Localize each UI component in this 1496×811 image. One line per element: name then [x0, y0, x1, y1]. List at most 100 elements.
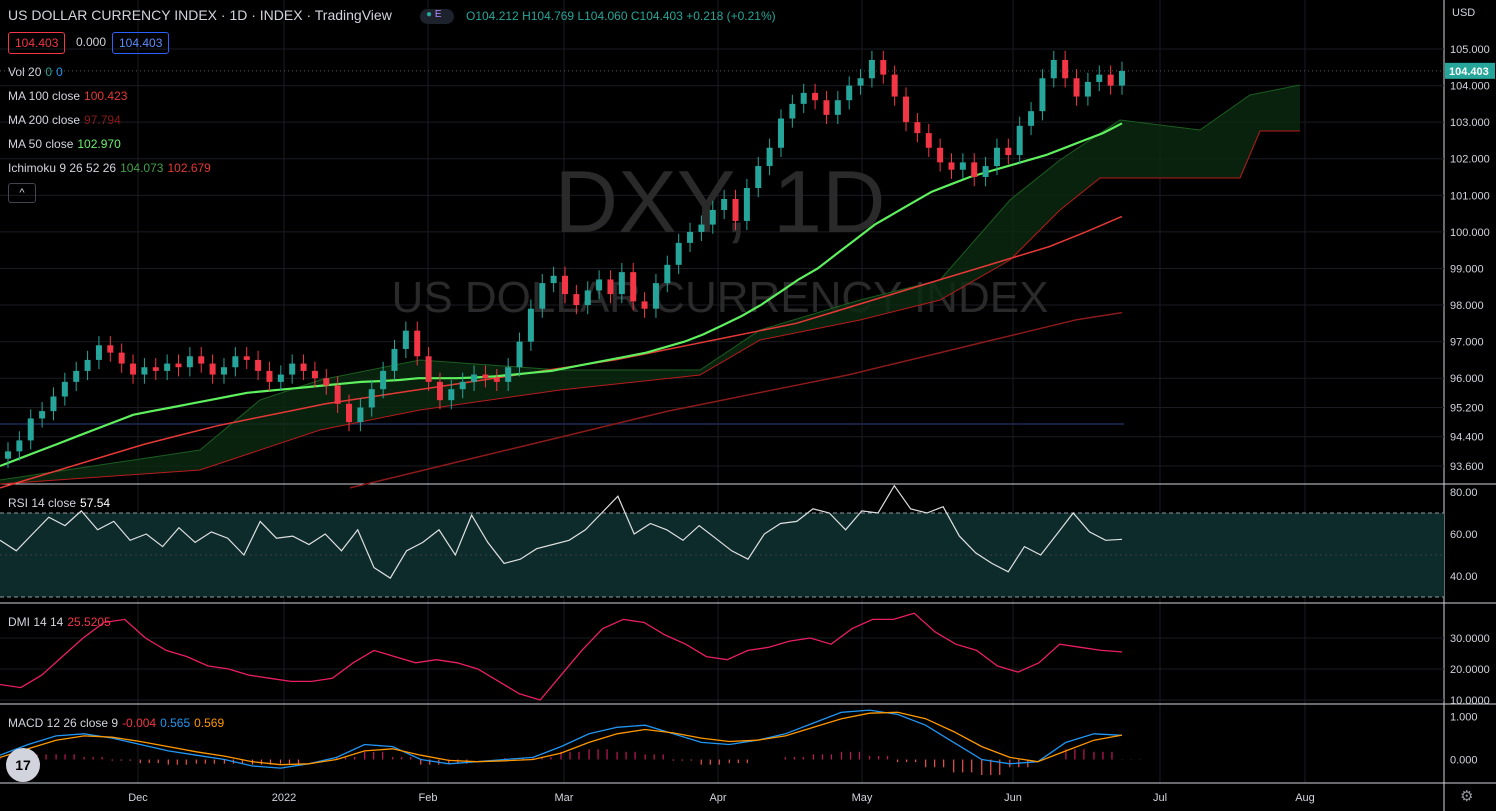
candle	[141, 367, 148, 375]
candle	[766, 147, 773, 167]
ma200-line	[349, 311, 1123, 489]
candle	[73, 370, 80, 382]
candle	[209, 363, 216, 375]
dmi-adx-line	[0, 612, 1123, 701]
price-tick: 103.000	[1450, 117, 1490, 129]
time-tick: May	[852, 792, 873, 804]
candle	[652, 283, 659, 309]
sell-price-box[interactable]: 104.403	[8, 32, 66, 54]
candle	[311, 370, 318, 379]
time-tick: Jul	[1153, 792, 1167, 804]
candle	[596, 279, 603, 291]
ma50-legend[interactable]: MA 50 close 102.970	[8, 137, 121, 151]
macd-signal-line	[0, 711, 1123, 766]
candle	[357, 407, 364, 423]
candle	[1073, 78, 1080, 97]
candle	[641, 301, 648, 309]
candle	[573, 294, 580, 306]
dmi-tick: 30.0000	[1450, 633, 1490, 645]
macd-tick: 1.000	[1450, 712, 1478, 724]
tradingview-logo[interactable]: 17	[6, 748, 40, 782]
candle	[800, 92, 807, 104]
time-tick: Feb	[419, 792, 438, 804]
settings-icon[interactable]: ⚙	[1460, 788, 1474, 805]
candle	[368, 389, 375, 408]
rsi-legend[interactable]: RSI 14 close 57.54	[8, 496, 111, 510]
ma200-legend[interactable]: MA 200 close 97.794	[8, 113, 121, 127]
macd-legend[interactable]: MACD 12 26 close 9 -0.004 0.565 0.569	[8, 716, 225, 730]
candle	[993, 147, 1000, 167]
candle	[346, 403, 353, 423]
candle	[300, 363, 307, 371]
price-tick: 99.000	[1450, 263, 1484, 275]
candle	[880, 59, 887, 75]
exchange-badge[interactable]: ● E	[420, 9, 454, 24]
candle	[436, 381, 443, 401]
ichimoku-span-a	[0, 84, 1301, 481]
candle	[130, 363, 137, 375]
price-tick: 102.000	[1450, 154, 1490, 166]
candle	[459, 381, 466, 390]
ma50-line	[0, 122, 1123, 468]
ichimoku-legend[interactable]: Ichimoku 9 26 52 26 104.073 102.679	[8, 161, 211, 175]
dmi-tick: 10.0000	[1450, 695, 1490, 707]
candle	[243, 356, 250, 360]
time-tick: Apr	[709, 792, 726, 804]
buy-price-box[interactable]: 104.403	[112, 32, 170, 54]
candle	[721, 198, 728, 210]
last-price-text: 104.403	[1449, 66, 1489, 78]
candle	[743, 188, 750, 221]
candle	[425, 356, 432, 382]
candle	[402, 330, 409, 349]
candle	[777, 118, 784, 148]
candle	[914, 122, 921, 134]
candle	[857, 78, 864, 86]
rsi-tick: 40.00	[1450, 571, 1478, 583]
macd-tick: 0.000	[1450, 755, 1478, 767]
candle	[1084, 81, 1091, 97]
candle	[1050, 59, 1057, 79]
dmi-legend[interactable]: DMI 14 14 25.5205	[8, 615, 111, 629]
ohlc-readout: O104.212 H104.769 L104.060 C104.403 +0.2…	[466, 9, 776, 23]
rsi-tick: 80.00	[1450, 487, 1478, 499]
candle	[550, 275, 557, 284]
vol-legend[interactable]: Vol 20 0 0	[8, 65, 63, 79]
price-tick: 104.000	[1450, 81, 1490, 93]
candle	[118, 352, 125, 364]
candle	[27, 418, 34, 441]
candle	[164, 363, 171, 371]
candle	[959, 162, 966, 170]
price-tick: 105.000	[1450, 44, 1490, 56]
candle	[948, 162, 955, 170]
price-tick: 94.400	[1450, 432, 1484, 444]
candle	[16, 440, 23, 452]
price-tick: 97.000	[1450, 337, 1484, 349]
dmi-tick: 20.0000	[1450, 664, 1490, 676]
candle	[937, 147, 944, 163]
candle	[709, 209, 716, 225]
candle	[834, 100, 841, 115]
price-tick: 101.000	[1450, 190, 1490, 202]
candle	[289, 363, 296, 375]
candle	[1096, 74, 1103, 82]
candle	[812, 92, 819, 101]
candle	[664, 264, 671, 284]
candle	[846, 85, 853, 101]
candle	[391, 348, 398, 371]
time-tick: Dec	[128, 792, 148, 804]
price-tick: 100.000	[1450, 227, 1490, 239]
rsi-line	[0, 484, 1123, 579]
candle	[277, 374, 284, 382]
rsi-tick: 60.00	[1450, 529, 1478, 541]
price-tick: 96.000	[1450, 373, 1484, 385]
ma100-line	[0, 215, 1123, 489]
ma100-legend[interactable]: MA 100 close 100.423	[8, 89, 128, 103]
currency-label[interactable]: USD	[1452, 7, 1476, 19]
candle	[516, 341, 523, 368]
collapse-legend-button[interactable]: ^	[8, 183, 36, 203]
candle	[630, 272, 637, 302]
candle	[1062, 59, 1069, 79]
candle	[334, 385, 341, 404]
spread-value: 0.000	[76, 35, 107, 49]
